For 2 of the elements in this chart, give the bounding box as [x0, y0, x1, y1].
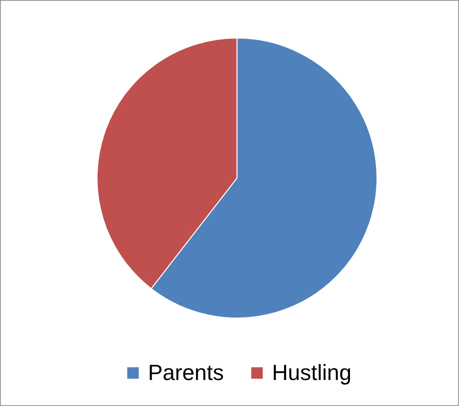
legend-label: Parents — [148, 360, 224, 385]
legend-label: Hustling — [272, 360, 352, 385]
